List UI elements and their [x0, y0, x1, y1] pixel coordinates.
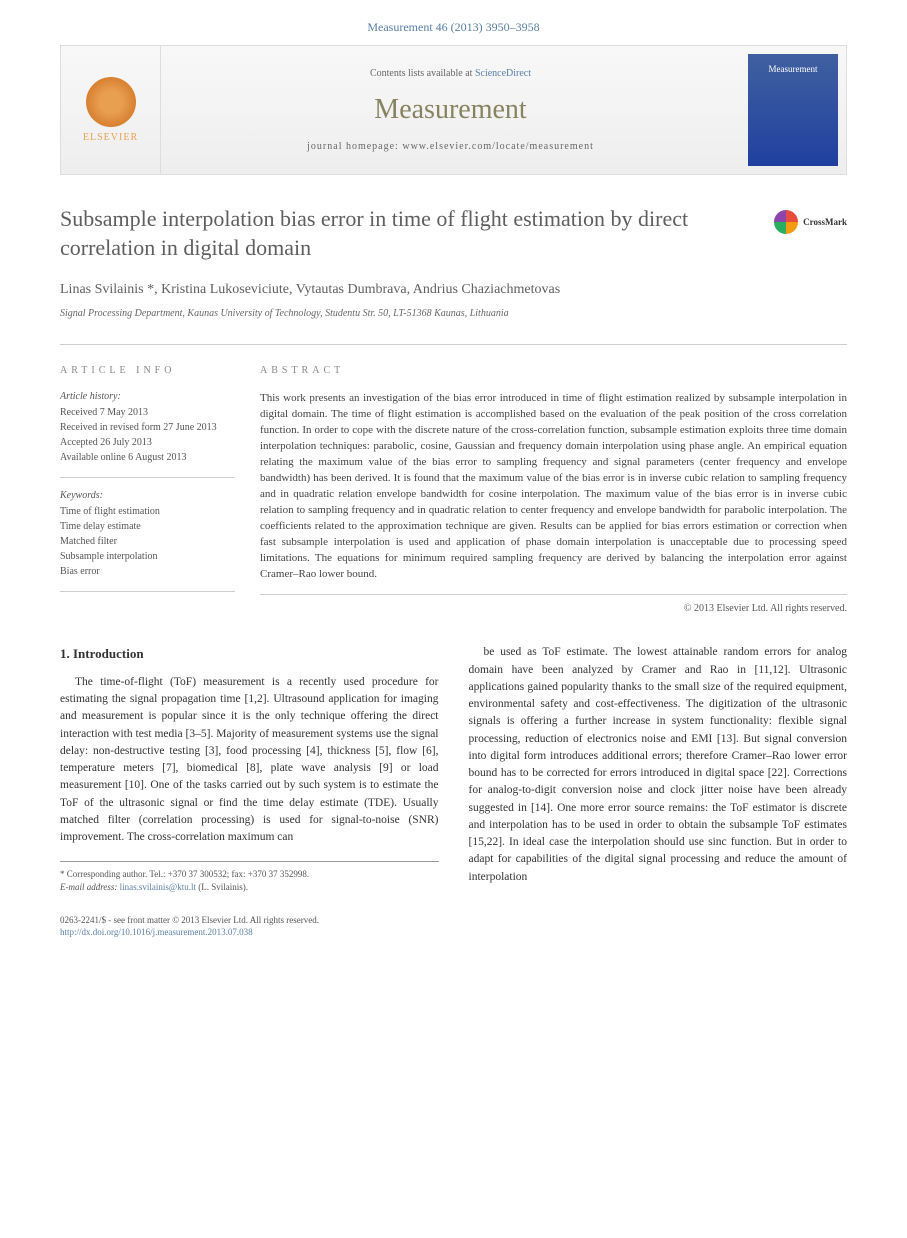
- crossmark-icon: [774, 210, 798, 234]
- keyword-5: Bias error: [60, 564, 235, 579]
- keyword-4: Subsample interpolation: [60, 549, 235, 564]
- contents-line: Contents lists available at ScienceDirec…: [370, 68, 531, 79]
- intro-paragraph-2: be used as ToF estimate. The lowest atta…: [469, 644, 848, 886]
- received-date: Received 7 May 2013: [60, 405, 235, 420]
- homepage-prefix: journal homepage:: [307, 141, 402, 152]
- keywords-block: Keywords: Time of flight estimation Time…: [60, 490, 235, 592]
- article-title: Subsample interpolation bias error in ti…: [60, 205, 754, 262]
- publisher-name: ELSEVIER: [83, 132, 138, 143]
- doi-line: http://dx.doi.org/10.1016/j.measurement.…: [60, 926, 847, 939]
- footnote-block: * Corresponding author. Tel.: +370 37 30…: [60, 861, 439, 893]
- contents-prefix: Contents lists available at: [370, 68, 475, 79]
- history-label: Article history:: [60, 391, 235, 402]
- title-row: Subsample interpolation bias error in ti…: [60, 205, 847, 262]
- abstract-heading: ABSTRACT: [260, 365, 847, 376]
- article-header: Subsample interpolation bias error in ti…: [60, 205, 847, 614]
- email-suffix: (L. Svilainis).: [196, 882, 248, 892]
- issn-line: 0263-2241/$ - see front matter © 2013 El…: [60, 914, 847, 927]
- abstract-copyright: © 2013 Elsevier Ltd. All rights reserved…: [260, 603, 847, 614]
- article-info-column: ARTICLE INFO Article history: Received 7…: [60, 365, 260, 614]
- intro-paragraph-1: The time-of-flight (ToF) measurement is …: [60, 674, 439, 847]
- revised-date: Received in revised form 27 June 2013: [60, 420, 235, 435]
- authors-line: Linas Svilainis *, Kristina Lukoseviciut…: [60, 282, 847, 298]
- publisher-logo[interactable]: ELSEVIER: [61, 46, 161, 174]
- corresponding-author: * Corresponding author. Tel.: +370 37 30…: [60, 868, 439, 881]
- crossmark-badge[interactable]: CrossMark: [774, 210, 847, 234]
- keywords-label: Keywords:: [60, 490, 235, 501]
- article-info-heading: ARTICLE INFO: [60, 365, 235, 376]
- citation-text: Measurement 46 (2013) 3950–3958: [367, 20, 539, 34]
- homepage-url[interactable]: www.elsevier.com/locate/measurement: [402, 141, 594, 152]
- page-header: Measurement 46 (2013) 3950–3958: [0, 0, 907, 45]
- banner-center: Contents lists available at ScienceDirec…: [161, 46, 740, 174]
- accepted-date: Accepted 26 July 2013: [60, 435, 235, 450]
- sciencedirect-link[interactable]: ScienceDirect: [475, 68, 531, 79]
- page-footer: 0263-2241/$ - see front matter © 2013 El…: [60, 914, 847, 939]
- info-abstract-row: ARTICLE INFO Article history: Received 7…: [60, 344, 847, 614]
- keyword-2: Time delay estimate: [60, 519, 235, 534]
- keyword-3: Matched filter: [60, 534, 235, 549]
- journal-banner: ELSEVIER Contents lists available at Sci…: [60, 45, 847, 175]
- section-1-heading: 1. Introduction: [60, 644, 439, 664]
- doi-link[interactable]: 10.1016/j.measurement.2013.07.038: [121, 927, 253, 937]
- journal-name: Measurement: [374, 94, 526, 126]
- email-link[interactable]: linas.svilainis@ktu.lt: [120, 882, 196, 892]
- doi-prefix[interactable]: http://dx.doi.org/: [60, 927, 121, 937]
- email-label: E-mail address:: [60, 882, 120, 892]
- keyword-1: Time of flight estimation: [60, 504, 235, 519]
- crossmark-label: CrossMark: [803, 217, 847, 227]
- body-columns: 1. Introduction The time-of-flight (ToF)…: [60, 644, 847, 893]
- elsevier-tree-icon: [86, 77, 136, 127]
- journal-cover-thumbnail[interactable]: Measurement: [748, 54, 838, 166]
- online-date: Available online 6 August 2013: [60, 450, 235, 465]
- affiliation: Signal Processing Department, Kaunas Uni…: [60, 308, 847, 319]
- abstract-text: This work presents an investigation of t…: [260, 391, 847, 595]
- homepage-line: journal homepage: www.elsevier.com/locat…: [307, 141, 594, 152]
- cover-title: Measurement: [769, 64, 818, 74]
- abstract-column: ABSTRACT This work presents an investiga…: [260, 365, 847, 614]
- history-block: Article history: Received 7 May 2013 Rec…: [60, 391, 235, 478]
- email-line: E-mail address: linas.svilainis@ktu.lt (…: [60, 881, 439, 894]
